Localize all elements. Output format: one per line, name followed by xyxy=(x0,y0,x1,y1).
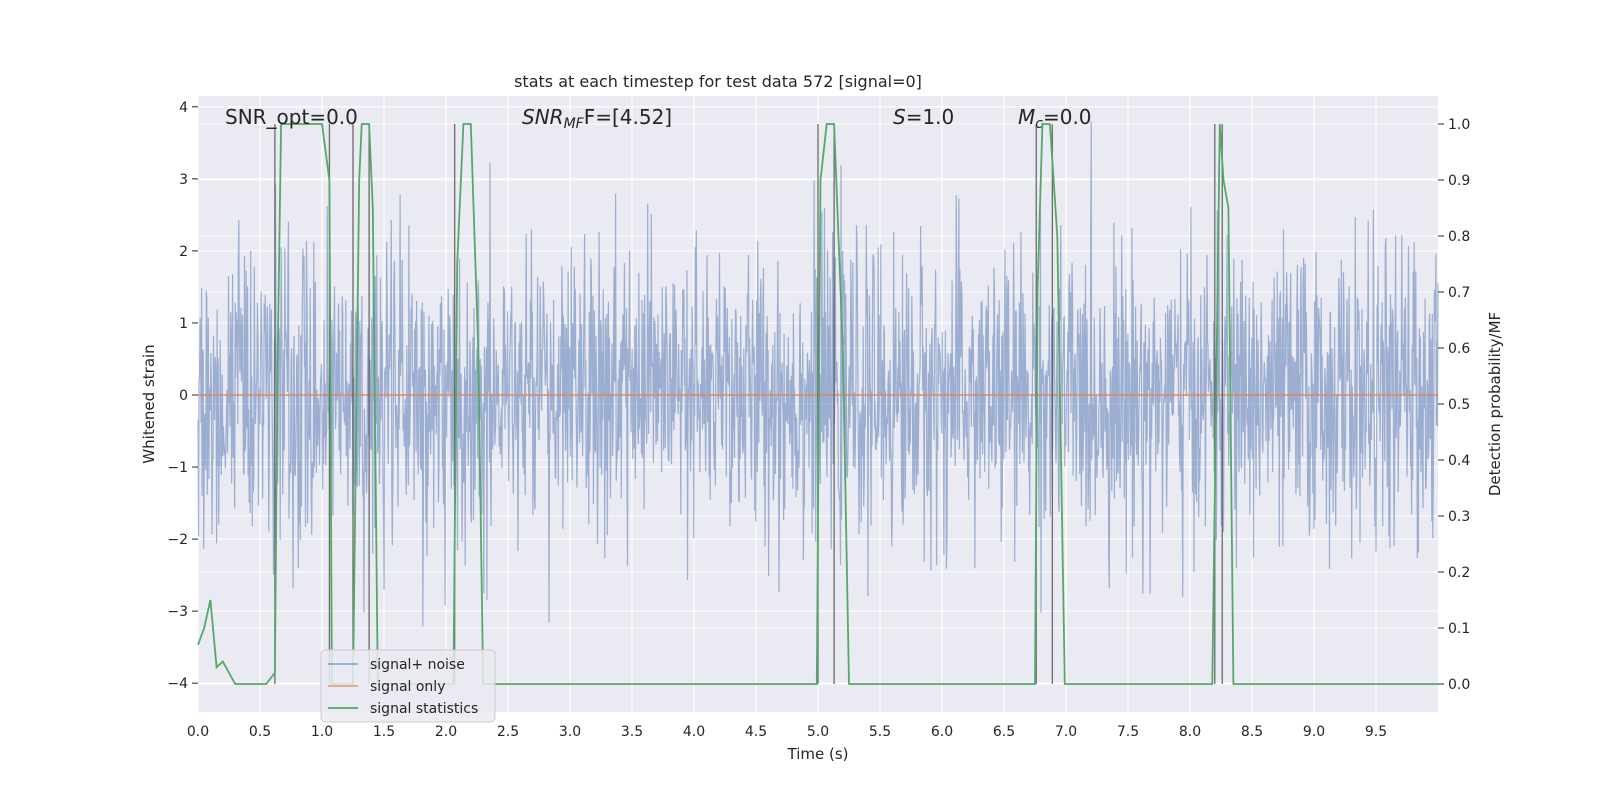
annotation-snr-opt: SNR_opt=0.0 xyxy=(225,105,358,129)
x-axis-ticks: 0.0 0.5 1.0 1.5 2.0 2.5 3.0 3.5 4.0 4.5 5.0 5.5 6.0 6… xyxy=(187,724,1387,740)
y2-tick-label: 0.0 xyxy=(1448,677,1470,693)
signal-statistics-series xyxy=(197,123,1438,685)
y2-tick-label: 0.4 xyxy=(1448,453,1470,469)
y2-axis-ticks: 0.0 0.1 0.2 0.3 0.4 0.5 0.6 0.7 0.8 0.9 1.0 xyxy=(1438,117,1470,693)
y2-tick-label: 0.3 xyxy=(1448,509,1470,525)
y2-axis-label: Detection probability/MF xyxy=(1486,312,1504,496)
y2-tick-label: 0.5 xyxy=(1448,397,1470,413)
annotation-mc: Mc=0.0 xyxy=(1018,105,1092,132)
x-axis-label: Time (s) xyxy=(787,745,849,763)
y2-tick-label: 0.2 xyxy=(1448,565,1470,581)
x-tick-label: 9.0 xyxy=(1303,724,1325,740)
chart-title: stats at each timestep for test data 572… xyxy=(514,72,922,91)
y-tick-label: 0 xyxy=(179,388,188,404)
annotation-s: S=1.0 xyxy=(893,105,954,129)
y-tick-label: 4 xyxy=(179,100,188,116)
x-tick-label: 1.5 xyxy=(373,724,395,740)
y2-tick-label: 0.9 xyxy=(1448,173,1470,189)
x-tick-label: 6.5 xyxy=(993,724,1015,740)
x-tick-label: 9.5 xyxy=(1365,724,1387,740)
y-tick-label: −4 xyxy=(167,676,188,692)
y2-tick-label: 0.6 xyxy=(1448,341,1470,357)
y2-tick-label: 1.0 xyxy=(1448,117,1470,133)
legend-label-signal-noise: signal+ noise xyxy=(370,657,465,673)
x-tick-label: 5.0 xyxy=(807,724,829,740)
x-tick-label: 8.5 xyxy=(1241,724,1263,740)
x-tick-label: 2.0 xyxy=(435,724,457,740)
x-tick-label: 4.0 xyxy=(683,724,705,740)
y-tick-label: −3 xyxy=(167,604,188,620)
annotations: SNR_opt=0.0 SNRMFF=[4.52] S=1.0 Mc=0.0 xyxy=(225,105,1092,132)
x-tick-label: 6.0 xyxy=(931,724,953,740)
legend-box xyxy=(320,649,496,723)
x-tick-label: 2.5 xyxy=(497,724,519,740)
y-tick-label: 1 xyxy=(179,316,188,332)
y2-tick-label: 0.1 xyxy=(1448,621,1470,637)
y-tick-label: 3 xyxy=(179,172,188,188)
x-tick-label: 4.5 xyxy=(745,724,767,740)
y-tick-label: 2 xyxy=(179,244,188,260)
legend: signal+ noise signal only signal statist… xyxy=(320,649,496,723)
x-tick-label: 3.5 xyxy=(621,724,643,740)
y-tick-label: −2 xyxy=(167,532,188,548)
y-tick-label: −1 xyxy=(167,460,188,476)
x-tick-label: 0.0 xyxy=(187,724,209,740)
x-tick-label: 7.5 xyxy=(1117,724,1139,740)
legend-label-signal-statistics: signal statistics xyxy=(370,701,478,717)
x-tick-label: 5.5 xyxy=(869,724,891,740)
x-tick-label: 7.0 xyxy=(1055,724,1077,740)
legend-label-signal-only: signal only xyxy=(370,679,445,695)
signal-statistics-line xyxy=(197,123,1438,685)
annotation-snr-mf: SNRMFF=[4.52] xyxy=(522,105,672,132)
x-tick-label: 0.5 xyxy=(249,724,271,740)
y-axis-ticks: −4 −3 −2 −1 0 1 2 3 4 xyxy=(167,100,198,692)
x-tick-label: 8.0 xyxy=(1179,724,1201,740)
x-tick-label: 1.0 xyxy=(311,724,333,740)
y2-tick-label: 0.8 xyxy=(1448,229,1470,245)
y2-tick-label: 0.7 xyxy=(1448,285,1470,301)
x-tick-label: 3.0 xyxy=(559,724,581,740)
y-axis-label: Whitened strain xyxy=(140,344,158,463)
